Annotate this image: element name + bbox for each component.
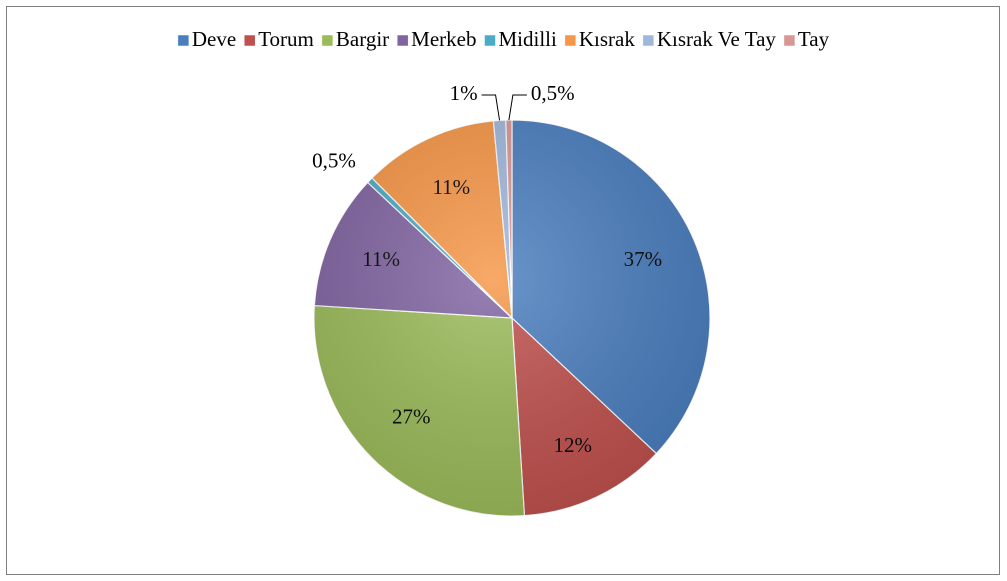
legend-label: Torum (258, 27, 314, 51)
data-label: 1% (450, 81, 478, 105)
legend-label: Kısrak Ve Tay (657, 27, 777, 51)
legend-label: Midilli (498, 27, 557, 51)
legend-label: Merkeb (411, 27, 476, 51)
legend-swatch (396, 34, 409, 47)
legend-swatch (642, 34, 655, 47)
data-label: 0,5% (531, 81, 575, 105)
legend-label: Deve (192, 27, 236, 51)
data-label: 11% (432, 175, 470, 199)
data-label: 27% (392, 405, 431, 429)
legend-swatch (243, 34, 256, 47)
data-label: 0,5% (312, 148, 356, 172)
legend-swatch (564, 34, 577, 47)
legend-label: Kısrak (579, 27, 635, 51)
data-label: 37% (624, 247, 663, 271)
legend-swatch (177, 34, 190, 47)
leader-line (481, 94, 501, 121)
data-label: 11% (362, 247, 400, 271)
legend-label: Bargir (336, 27, 389, 51)
leader-line (508, 94, 527, 121)
legend-swatch (484, 34, 496, 47)
legend-swatch (783, 34, 796, 47)
data-label: 12% (553, 433, 592, 457)
legend-swatch (321, 34, 334, 47)
legend-label: Tay (798, 27, 830, 51)
